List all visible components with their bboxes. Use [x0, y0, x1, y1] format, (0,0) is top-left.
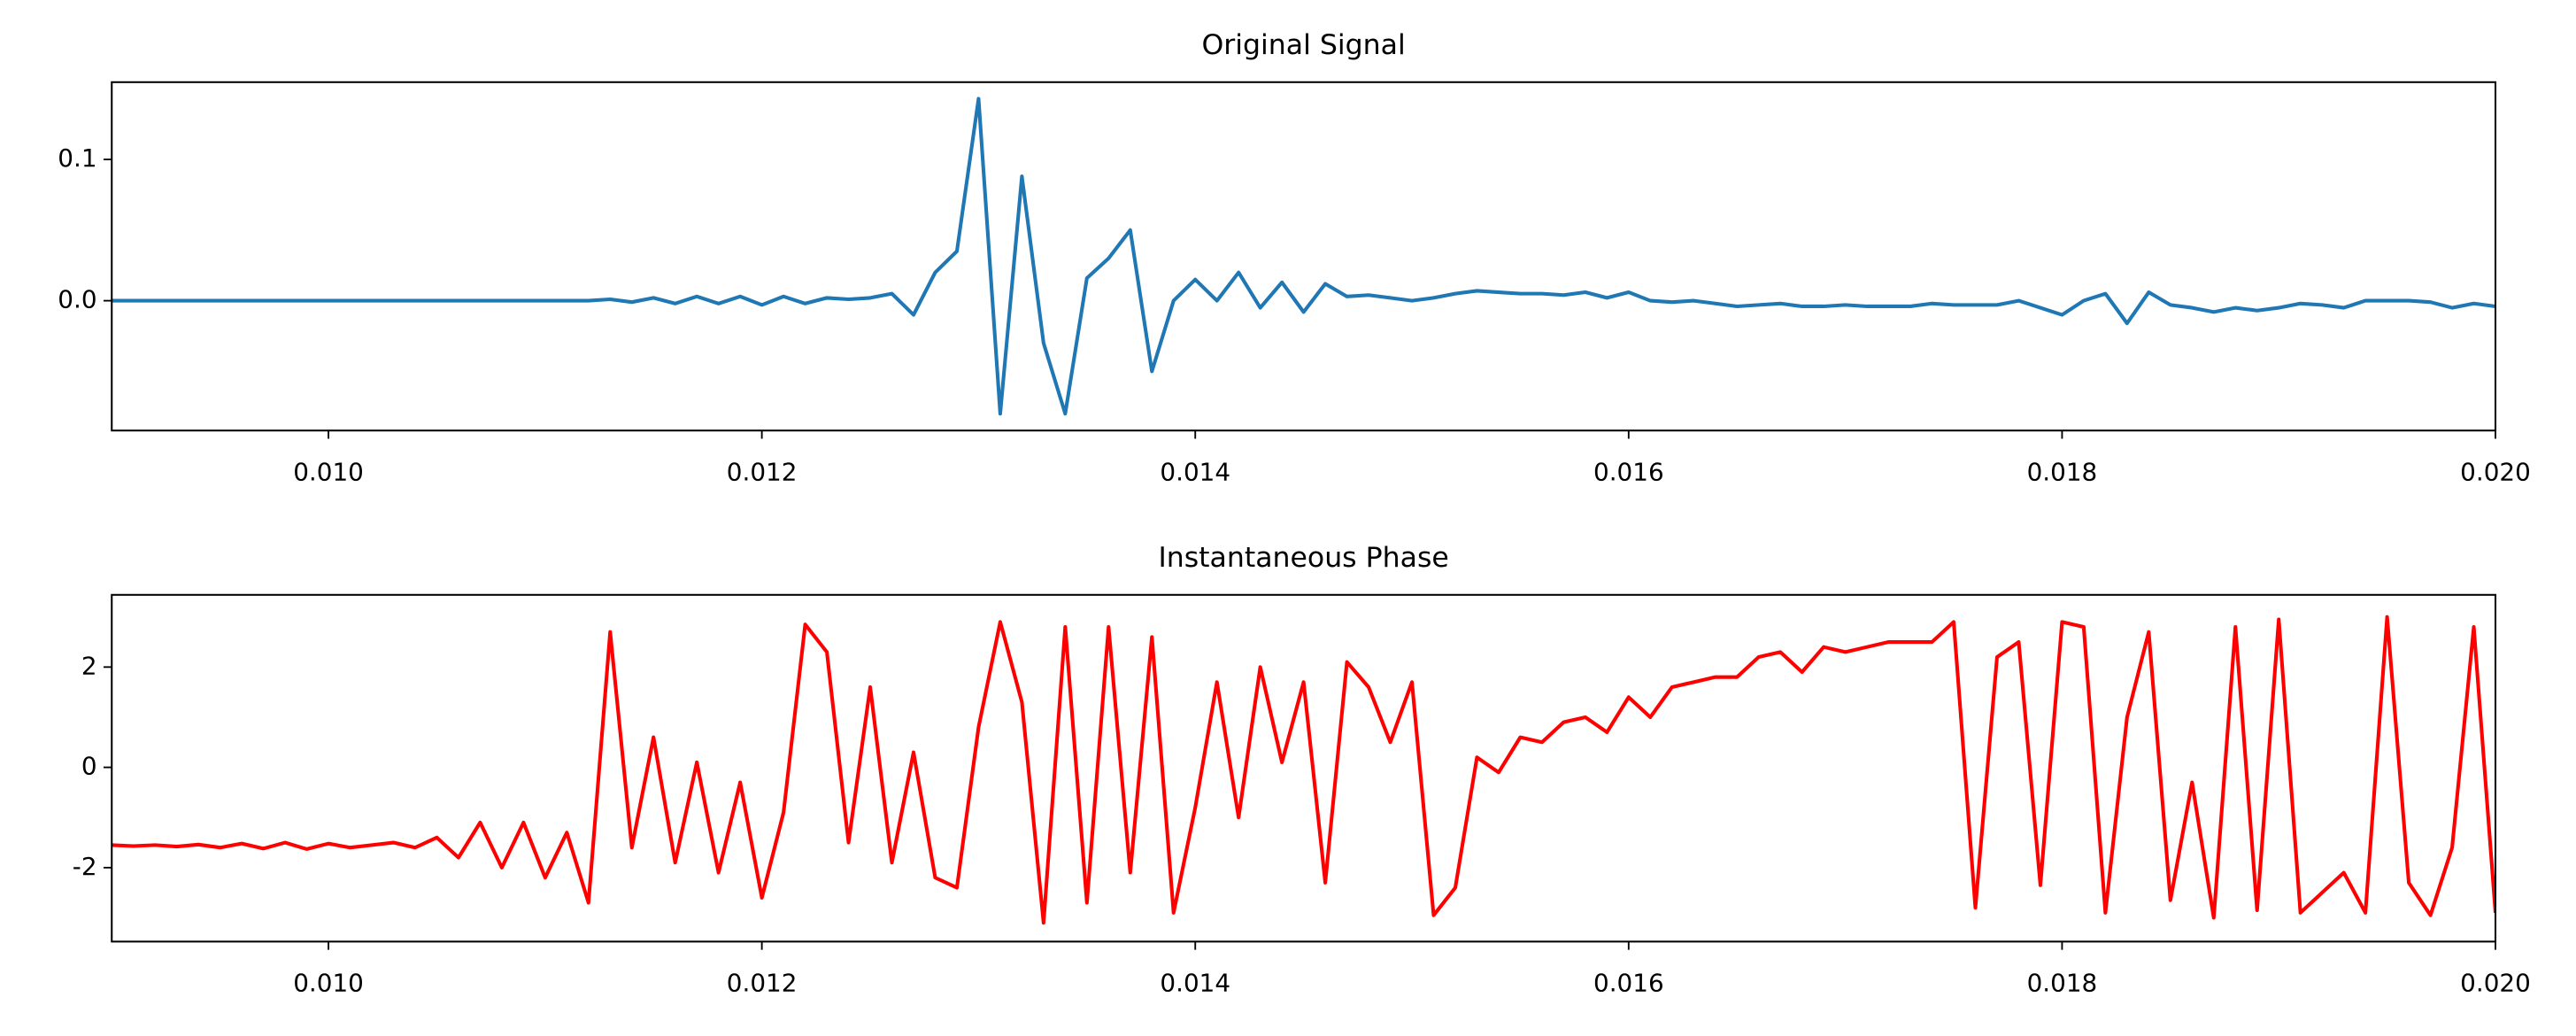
- chart-title: Instantaneous Phase: [1158, 542, 1448, 574]
- x-tick-label: 0.018: [2027, 969, 2098, 998]
- y-tick-label: 0.1: [58, 143, 96, 173]
- data-line: [112, 97, 2496, 416]
- axes-frame: [111, 81, 2497, 432]
- data-line: [112, 615, 2496, 925]
- x-tick-label: 0.010: [293, 457, 364, 486]
- x-tick-label: 0.016: [1593, 457, 1664, 486]
- x-tick-label: 0.010: [293, 969, 364, 998]
- x-tick-label: 0.014: [1160, 457, 1230, 486]
- x-tick-label: 0.020: [2460, 969, 2531, 998]
- x-tick-label: 0.020: [2460, 457, 2531, 486]
- chart-title: Original Signal: [1201, 29, 1405, 61]
- x-tick-label: 0.014: [1160, 969, 1230, 998]
- y-tick-label: 0: [81, 752, 97, 781]
- x-tick-label: 0.016: [1593, 969, 1664, 998]
- y-tick-label: -2: [73, 852, 97, 881]
- axes-frame: [111, 593, 2497, 943]
- x-tick-label: 0.012: [727, 457, 798, 486]
- x-tick-label: 0.018: [2027, 457, 2098, 486]
- x-tick-label: 0.012: [727, 969, 798, 998]
- y-tick-label: 2: [81, 651, 97, 680]
- y-tick-label: 0.0: [58, 285, 96, 314]
